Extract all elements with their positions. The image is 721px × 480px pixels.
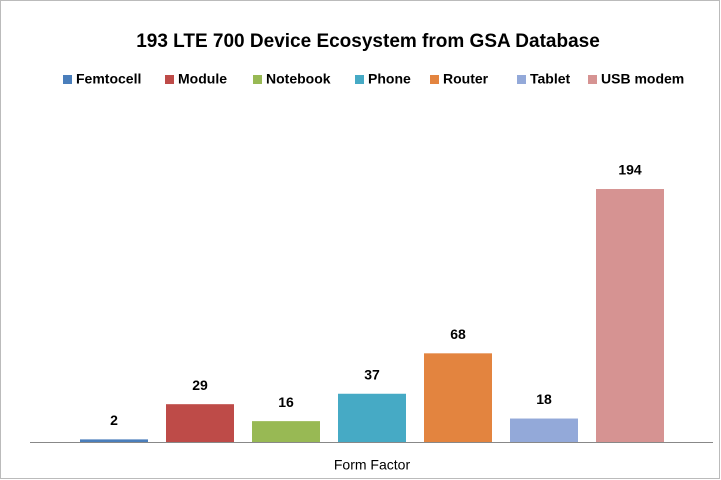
data-label: 18: [536, 391, 552, 407]
legend-swatch: [355, 75, 364, 84]
data-label: 37: [364, 366, 380, 382]
legend-label: Phone: [368, 71, 411, 87]
legend-label: Module: [178, 71, 227, 87]
legend-label: USB modem: [601, 71, 684, 87]
data-label: 68: [450, 326, 466, 342]
legend-label: Notebook: [266, 71, 331, 87]
bar: [510, 418, 578, 442]
bar: [424, 353, 492, 442]
legend-swatch: [165, 75, 174, 84]
x-axis-label: Form Factor: [334, 457, 411, 473]
bar: [80, 439, 148, 442]
legend-swatch: [63, 75, 72, 84]
data-label: 29: [192, 377, 208, 393]
legend-swatch: [517, 75, 526, 84]
legend-swatch: [430, 75, 439, 84]
bar: [252, 421, 320, 442]
bar: [338, 393, 406, 442]
legend-swatch: [588, 75, 597, 84]
legend-swatch: [253, 75, 262, 84]
bar: [166, 404, 234, 442]
data-label: 2: [110, 412, 118, 428]
legend-label: Tablet: [530, 71, 571, 87]
data-label: 16: [278, 394, 294, 410]
legend-label: Router: [443, 71, 489, 87]
chart-title: 193 LTE 700 Device Ecosystem from GSA Da…: [136, 31, 600, 52]
bar: [596, 189, 664, 442]
legend-label: Femtocell: [76, 71, 141, 87]
data-label: 194: [618, 162, 642, 178]
